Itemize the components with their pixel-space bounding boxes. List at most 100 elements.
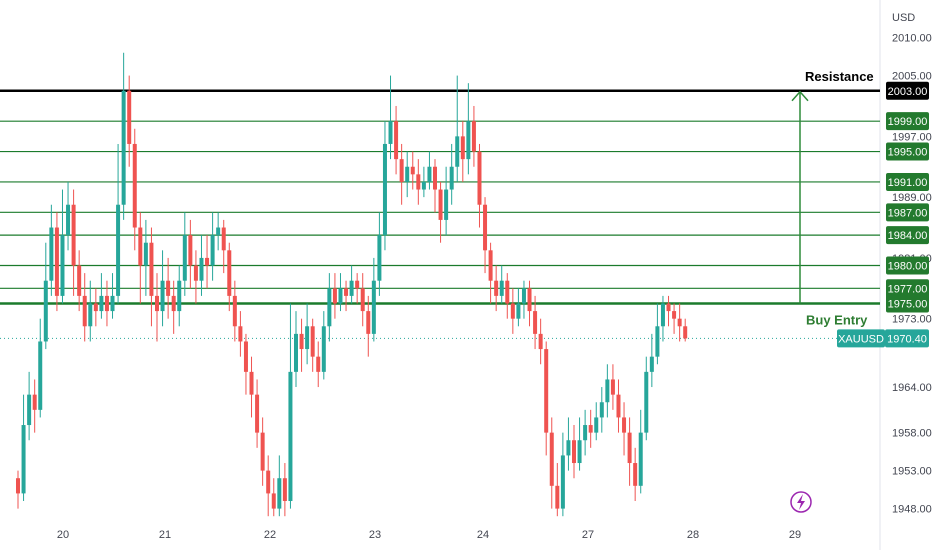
candle-body xyxy=(216,227,221,236)
candle-body xyxy=(193,265,198,281)
price-axis[interactable]: USD 2010.002005.001997.001989.001981.001… xyxy=(837,12,932,516)
candle-body xyxy=(683,326,688,339)
candle-body xyxy=(655,326,660,357)
target-level-label-text: 1991.00 xyxy=(888,177,928,189)
resistance-price-label-box xyxy=(886,81,929,100)
candle-body xyxy=(394,121,399,160)
candle-body xyxy=(149,242,154,296)
target-arrow-head xyxy=(791,90,809,102)
candle-body xyxy=(282,478,287,502)
time-tick-label: 29 xyxy=(789,529,801,541)
candle-body xyxy=(405,166,410,182)
target-arrow xyxy=(791,90,809,304)
candle-body xyxy=(288,371,293,502)
candle-body xyxy=(88,303,93,327)
time-tick-label: 23 xyxy=(369,529,381,541)
lightning-icon[interactable] xyxy=(790,491,812,513)
target-level-label-text: 1984.00 xyxy=(888,230,928,242)
time-tick-label: 24 xyxy=(477,529,489,541)
candle-body xyxy=(622,417,627,433)
candle-body xyxy=(71,204,76,266)
time-tick-label: 21 xyxy=(159,529,171,541)
candle-body xyxy=(544,349,549,433)
price-ticks: 2010.002005.001997.001989.001981.001973.… xyxy=(892,33,932,516)
candle-body xyxy=(116,204,121,296)
candle-body xyxy=(249,371,254,395)
candle-body xyxy=(227,250,232,296)
candle-body xyxy=(488,250,493,281)
candle-body xyxy=(232,295,237,327)
candle-body xyxy=(327,288,332,327)
candle-body xyxy=(104,295,109,312)
candle-body xyxy=(27,394,32,426)
candle-body xyxy=(54,227,59,296)
candle-body xyxy=(82,295,87,327)
candle-body xyxy=(427,166,432,182)
candle-body xyxy=(516,303,521,319)
candle-body xyxy=(171,295,176,312)
candle-body xyxy=(366,311,371,334)
candle-body xyxy=(344,288,349,296)
candle-body xyxy=(494,280,499,296)
candle-body xyxy=(455,136,460,167)
candle-body xyxy=(121,90,126,205)
candle-body xyxy=(660,303,665,327)
last-price-tag: XAUUSD 1970.40 xyxy=(837,329,929,348)
time-tick-label: 20 xyxy=(57,529,69,541)
time-tick-label: 27 xyxy=(582,529,594,541)
candle-body xyxy=(527,288,532,312)
candle-body xyxy=(588,425,593,433)
candle-body xyxy=(471,121,476,152)
candle-body xyxy=(155,295,159,312)
candle-body xyxy=(177,280,182,312)
target-level-label-box xyxy=(886,226,929,245)
candle-body xyxy=(294,333,298,372)
candle-body xyxy=(560,455,565,509)
candle-body xyxy=(332,288,337,304)
target-level-label-text: 1977.00 xyxy=(888,283,928,295)
candle-body xyxy=(349,280,354,296)
candle-body xyxy=(583,425,588,441)
candle-body xyxy=(672,311,677,319)
candle-body xyxy=(466,121,471,160)
target-level-label-text: 1995.00 xyxy=(888,147,928,159)
resistance-level: Resistance xyxy=(0,69,880,93)
target-level-label-box xyxy=(886,203,929,222)
candle-body xyxy=(549,432,554,486)
candle-body xyxy=(360,288,365,312)
candle-body xyxy=(510,303,515,319)
candle-body xyxy=(483,204,488,251)
candle-body xyxy=(444,189,449,220)
candle-body xyxy=(299,333,304,350)
candle-body xyxy=(505,280,510,304)
price-tick-label: 1953.00 xyxy=(892,466,932,478)
currency-label: USD xyxy=(892,12,915,24)
buy-entry-price-label-text: 1975.00 xyxy=(888,298,928,310)
candle-body xyxy=(566,440,571,456)
candle-body xyxy=(627,432,632,464)
candle-body xyxy=(38,341,43,410)
candle-body xyxy=(188,235,193,266)
candle-body xyxy=(577,440,582,464)
candle-body xyxy=(43,280,48,342)
candle-body xyxy=(433,166,437,190)
time-axis[interactable]: 20 21 22 23 24 27 28 29 xyxy=(57,529,801,541)
resistance-label: Resistance xyxy=(805,69,874,84)
buy-entry-level: Buy Entry xyxy=(0,302,880,327)
candle-body xyxy=(610,379,615,395)
candle-body xyxy=(66,204,71,236)
symbol-tag xyxy=(837,329,885,348)
candle-body xyxy=(221,227,226,251)
target-level-label-text: 1980.00 xyxy=(888,261,928,273)
candle-body xyxy=(644,371,649,433)
candle-body xyxy=(355,280,360,289)
candle-body xyxy=(382,143,387,236)
candle-body xyxy=(305,326,310,350)
candle-body xyxy=(616,394,621,418)
candle-body xyxy=(460,136,465,160)
candle-body xyxy=(449,166,454,190)
candle-body xyxy=(633,463,638,486)
candle-body xyxy=(93,303,98,312)
